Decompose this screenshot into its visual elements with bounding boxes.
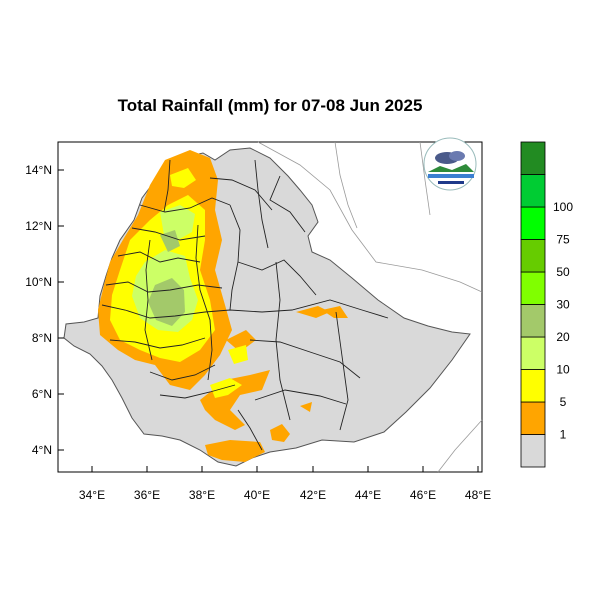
legend-swatch [520, 369, 546, 403]
legend-swatch [520, 174, 546, 208]
y-tick-label: 8°N [32, 331, 52, 345]
y-axis-ticks [58, 169, 64, 451]
legend-label: 75 [556, 233, 570, 247]
ethiopian-meteorology-institute-logo [423, 137, 477, 191]
legend-swatch [520, 401, 546, 435]
legend-label: 10 [556, 363, 570, 377]
x-tick-label: 44°E [355, 488, 381, 502]
x-axis-ticks [91, 466, 479, 472]
legend-swatch [520, 336, 546, 370]
legend-label: 20 [556, 330, 570, 344]
x-tick-label: 38°E [189, 488, 215, 502]
legend-label: 100 [553, 200, 573, 214]
legend-label: 50 [556, 265, 570, 279]
admin-borders [101, 159, 389, 451]
x-tick-label: 48°E [465, 488, 491, 502]
color-legend: 1 5 10 20 30 50 75 100 [520, 141, 573, 468]
legend-swatch [520, 206, 546, 240]
legend-swatch [520, 271, 546, 305]
map-title: Total Rainfall (mm) for 07-08 Jun 2025 [117, 96, 423, 115]
legend-label: 30 [556, 298, 570, 312]
y-tick-label: 12°N [25, 219, 52, 233]
legend-swatch [520, 239, 546, 273]
rainfall-shading [98, 150, 348, 462]
x-tick-label: 42°E [300, 488, 326, 502]
y-tick-label: 6°N [32, 387, 52, 401]
legend-swatch [520, 304, 546, 338]
legend-label: 1 [560, 428, 567, 442]
x-tick-label: 40°E [244, 488, 270, 502]
legend-label: 5 [560, 395, 567, 409]
legend-swatch [520, 141, 546, 175]
x-tick-label: 36°E [134, 488, 160, 502]
y-tick-label: 10°N [25, 275, 52, 289]
neighbor-borders [257, 141, 483, 473]
x-tick-label: 34°E [79, 488, 105, 502]
legend-swatch [520, 434, 546, 468]
y-tick-label: 14°N [25, 163, 52, 177]
y-tick-label: 4°N [32, 443, 52, 457]
x-tick-label: 46°E [410, 488, 436, 502]
